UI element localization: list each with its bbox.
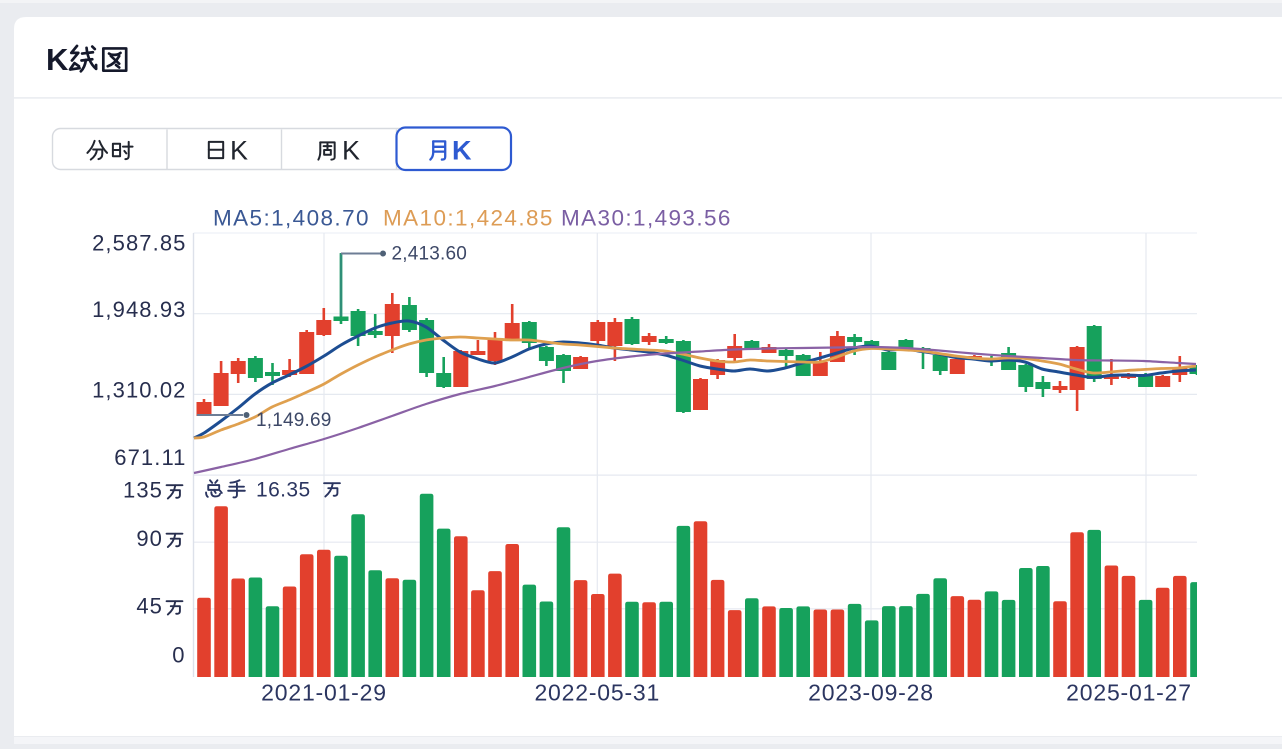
svg-text:2,587.85: 2,587.85	[92, 231, 186, 256]
svg-text:2021-01-29: 2021-01-29	[261, 680, 387, 706]
svg-text:2,413.60: 2,413.60	[392, 244, 468, 265]
svg-text:671.11: 671.11	[114, 445, 186, 470]
svg-text:MA5:1,408.70: MA5:1,408.70	[213, 206, 370, 231]
svg-text:45: 45	[136, 594, 163, 619]
svg-text:2023-09-28: 2023-09-28	[808, 680, 934, 706]
svg-text:K: K	[342, 136, 360, 166]
svg-text:90: 90	[136, 526, 163, 551]
svg-text:135: 135	[123, 478, 163, 503]
svg-text:K: K	[46, 42, 69, 77]
svg-text:MA10:1,424.85: MA10:1,424.85	[383, 206, 554, 231]
svg-text:0: 0	[172, 643, 184, 668]
svg-text:2025-01-27: 2025-01-27	[1066, 680, 1192, 706]
svg-text:1,310.02: 1,310.02	[92, 378, 186, 403]
svg-text:K: K	[452, 136, 472, 166]
svg-text:K: K	[230, 136, 248, 166]
svg-text:MA30:1,493.56: MA30:1,493.56	[561, 206, 732, 231]
svg-text:1,948.93: 1,948.93	[92, 297, 186, 322]
svg-text:16.35: 16.35	[256, 479, 311, 502]
svg-text:1,149.69: 1,149.69	[256, 410, 332, 431]
svg-text:2022-05-31: 2022-05-31	[534, 680, 660, 706]
